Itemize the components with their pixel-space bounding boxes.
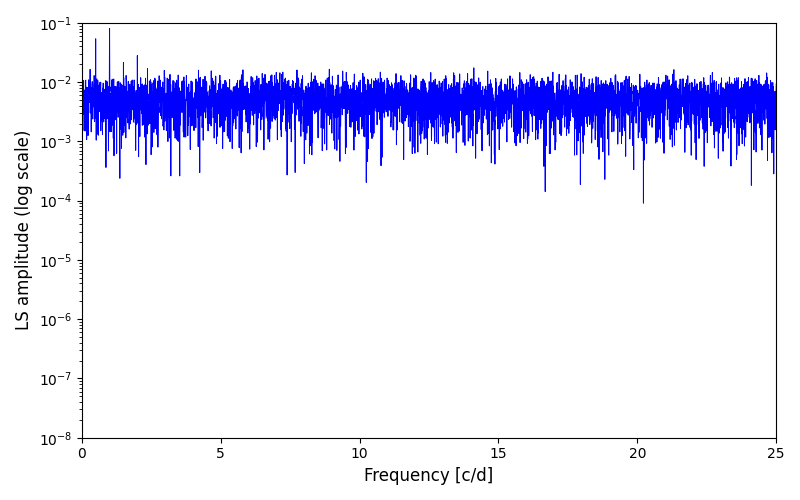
X-axis label: Frequency [c/d]: Frequency [c/d]: [364, 467, 494, 485]
Y-axis label: LS amplitude (log scale): LS amplitude (log scale): [15, 130, 33, 330]
